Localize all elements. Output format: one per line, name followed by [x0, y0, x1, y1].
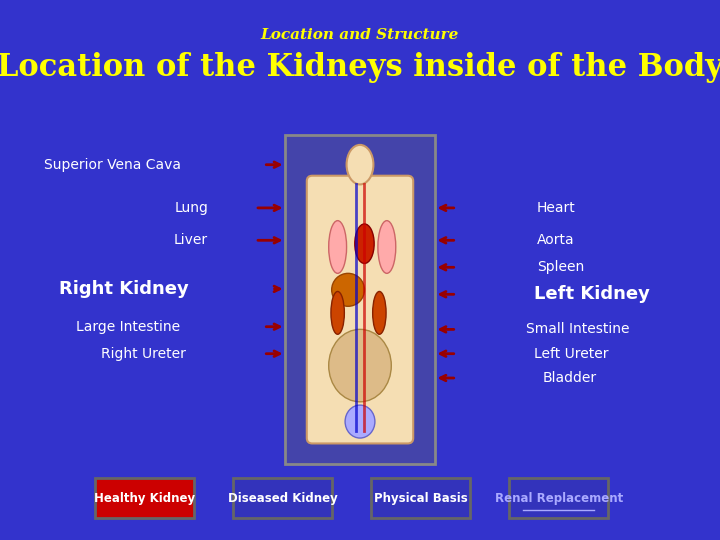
Text: Superior Vena Cava: Superior Vena Cava [44, 158, 181, 172]
Bar [95, 478, 194, 518]
Text: Location and Structure: Location and Structure [261, 28, 459, 42]
Text: Diseased Kidney: Diseased Kidney [228, 491, 338, 505]
Text: Renal Replacement: Renal Replacement [495, 491, 623, 505]
Ellipse shape [345, 405, 375, 438]
Text: Left Ureter: Left Ureter [534, 347, 608, 361]
Ellipse shape [331, 292, 344, 334]
Ellipse shape [355, 224, 374, 264]
Text: Heart: Heart [536, 201, 575, 215]
Ellipse shape [378, 221, 396, 273]
Text: Right Ureter: Right Ureter [102, 347, 186, 361]
Text: Aorta: Aorta [536, 233, 575, 247]
Ellipse shape [373, 292, 386, 334]
Text: Liver: Liver [174, 233, 208, 247]
Ellipse shape [329, 329, 391, 402]
Text: Bladder: Bladder [542, 371, 596, 385]
Text: Spleen: Spleen [536, 260, 584, 274]
Bar [233, 478, 333, 518]
Text: Right Kidney: Right Kidney [59, 280, 189, 298]
Ellipse shape [346, 145, 374, 184]
Bar [509, 478, 608, 518]
Text: Location of the Kidneys inside of the Body: Location of the Kidneys inside of the Bo… [0, 52, 720, 83]
Text: Large Intestine: Large Intestine [76, 320, 181, 334]
Bar [285, 135, 435, 464]
Ellipse shape [329, 221, 346, 273]
Bar [371, 478, 470, 518]
Text: Left Kidney: Left Kidney [534, 285, 649, 303]
Ellipse shape [332, 273, 364, 306]
Text: Lung: Lung [174, 201, 208, 215]
Text: Healthy Kidney: Healthy Kidney [94, 491, 195, 505]
Text: Small Intestine: Small Intestine [526, 322, 629, 336]
Text: Physical Basis: Physical Basis [374, 491, 467, 505]
FancyBboxPatch shape [307, 176, 413, 443]
